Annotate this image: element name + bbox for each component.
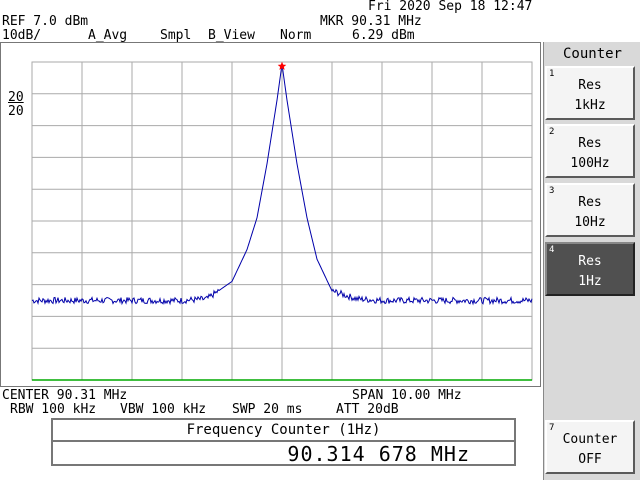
scale-per-div: 10dB/ [2,28,42,43]
frequency-counter-title: Frequency Counter (1Hz) [53,420,514,442]
softkey-res-10hz[interactable]: 3 Res 10Hz [545,183,635,237]
softkey-number: 4 [549,245,555,255]
graticule-grid [31,61,533,381]
softkey-res-100hz[interactable]: 2 Res 100Hz [545,124,635,178]
ref-level: REF 7.0 dBm [2,14,89,29]
span: SPAN 10.00 MHz [352,388,462,403]
softkey-number: 1 [549,69,555,79]
softkey-counter-off[interactable]: 7 Counter OFF [545,420,635,474]
detector-mode: Norm [280,28,312,43]
datetime: Fri 2020 Sep 18 12:47 [368,0,533,14]
sweep-time: SWP 20 ms [232,402,303,417]
softkey-res-1hz[interactable]: 4 Res 1Hz [545,242,635,296]
softkey-label: Res [578,254,602,269]
softkey-label: Res [578,78,602,93]
rbw: RBW 100 kHz [10,402,97,417]
trace-a-mode: A_Avg [88,28,128,43]
softkey-label: Counter [562,432,618,447]
softkey-value: 1kHz [574,98,606,113]
softkey-res-1khz[interactable]: 1 Res 1kHz [545,66,635,120]
softkey-value: 100Hz [570,156,610,171]
softkey-number: 7 [549,423,555,433]
side-label-bottom: 20 [8,104,24,119]
softkey-number: 2 [549,127,555,137]
peak-marker [277,61,287,70]
softkey-value: OFF [578,452,602,467]
marker-level: 6.29 dBm [352,28,415,43]
center-frequency: CENTER 90.31 MHz [2,388,128,403]
marker-frequency: MKR 90.31 MHz [320,14,422,29]
side-label-top: 20 [8,90,24,105]
softkey-number: 3 [549,186,555,196]
softkey-label: Res [578,195,602,210]
softkey-panel-title: Counter [562,46,622,62]
sample-mode: Smpl [160,28,192,43]
vbw: VBW 100 kHz [120,402,207,417]
frequency-counter-box: Frequency Counter (1Hz) 90.314 678 MHz [51,418,516,466]
softkey-value: 10Hz [574,215,606,230]
softkey-value: 1Hz [578,274,602,289]
display-frame [0,42,541,387]
attenuation: ATT 20dB [336,402,399,417]
frequency-counter-value: 90.314 678 MHz [287,442,470,466]
trace-b-mode: B_View [208,28,255,43]
softkey-label: Res [578,136,602,151]
spectrum-plot [31,61,533,381]
